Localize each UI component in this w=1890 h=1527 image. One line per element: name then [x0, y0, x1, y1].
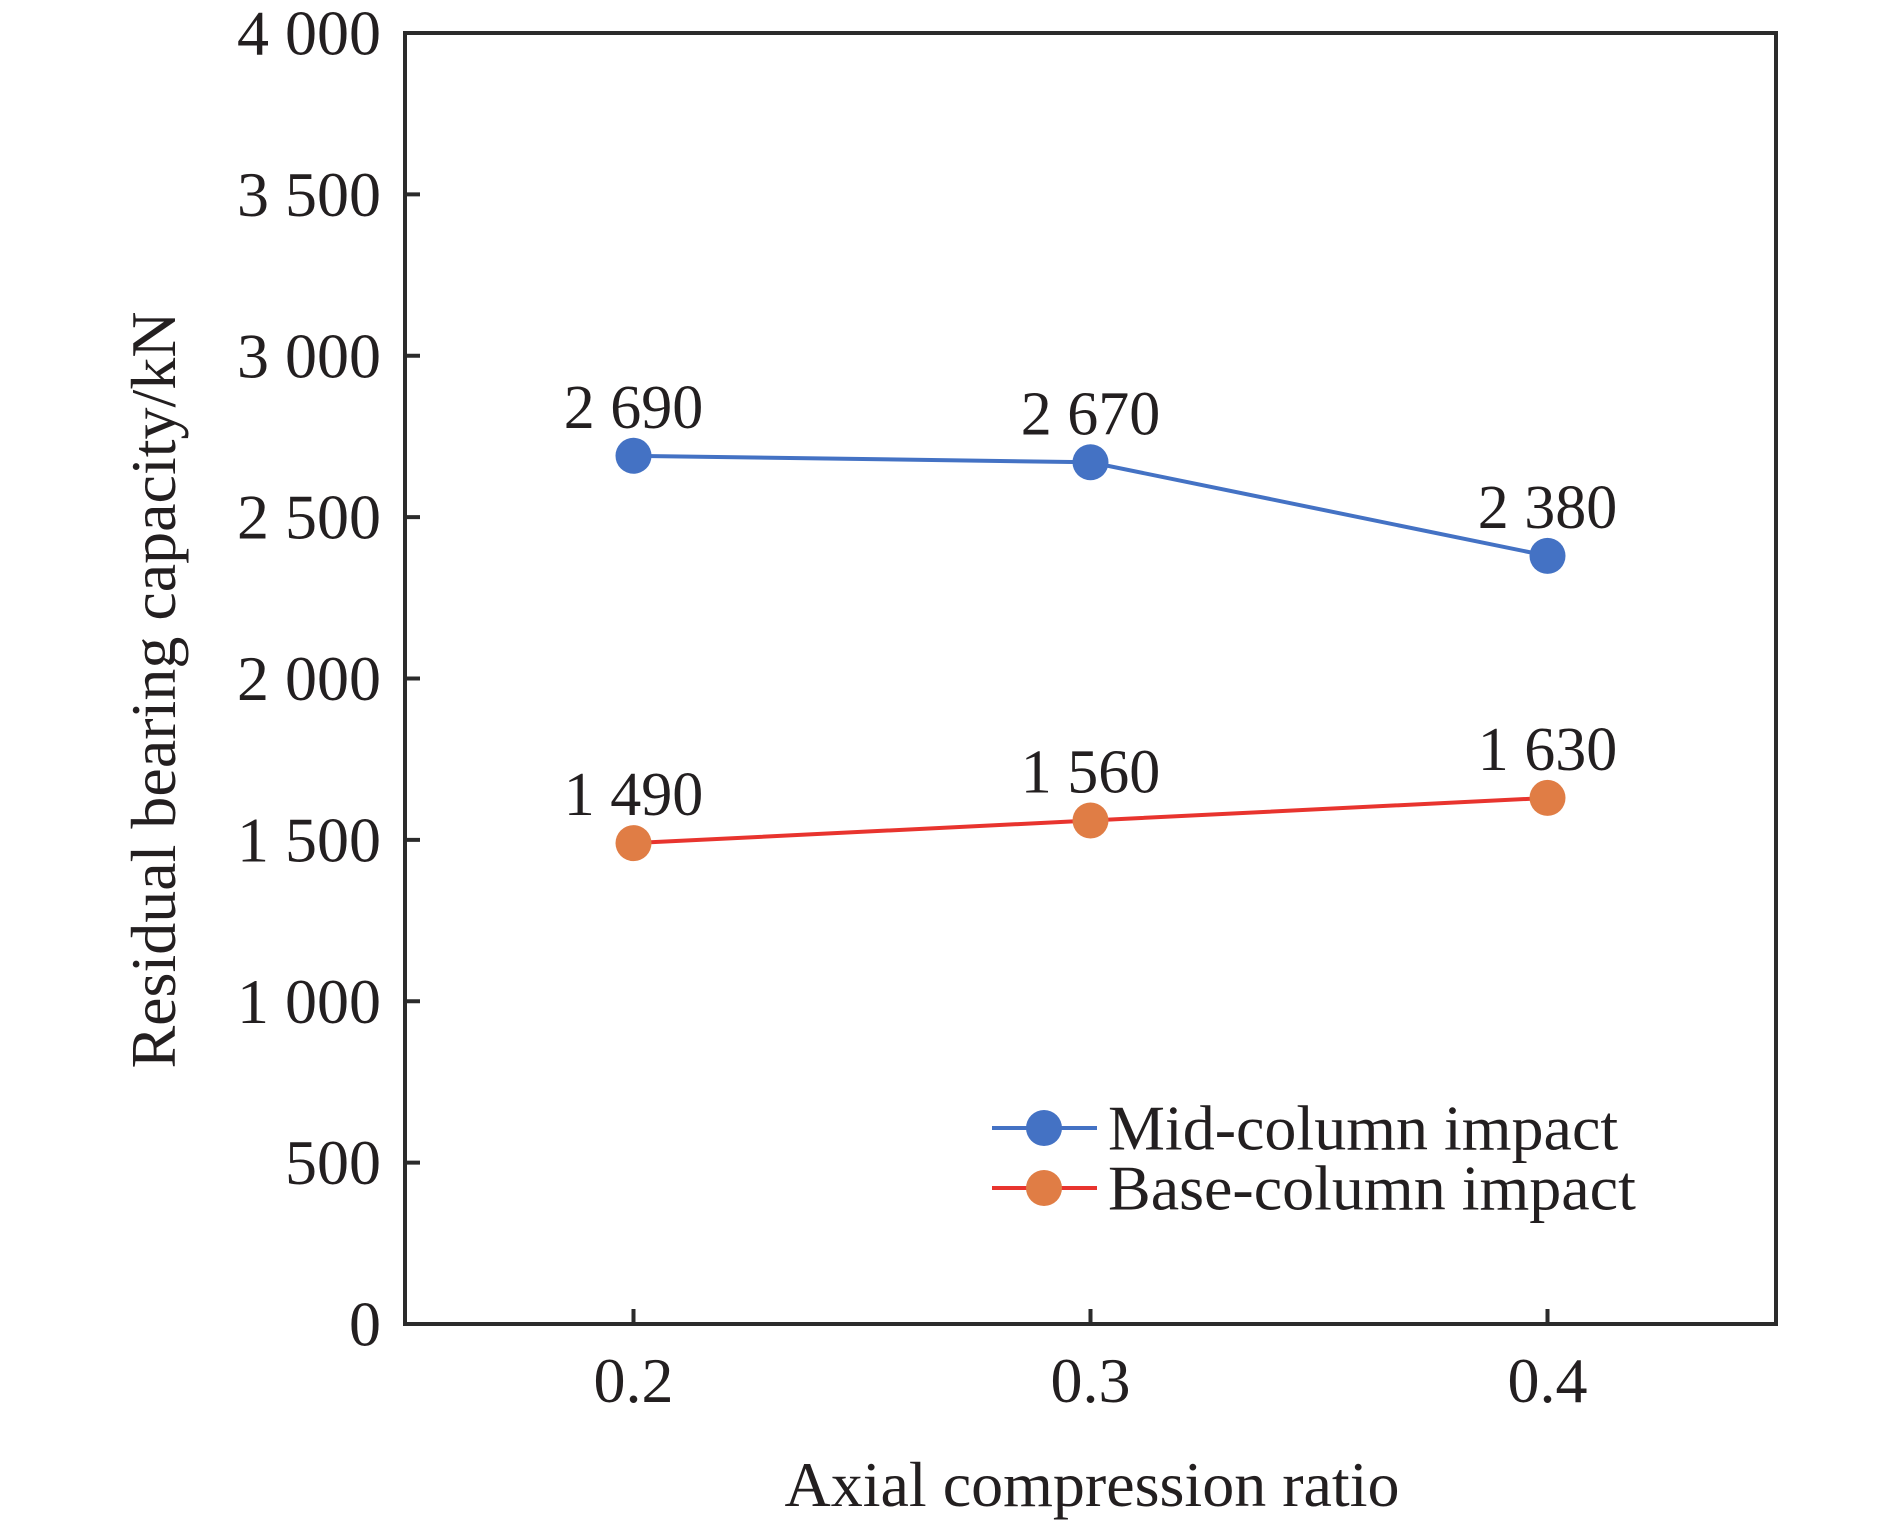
y-tick-label: 2 000	[237, 643, 381, 714]
data-point	[1529, 537, 1566, 574]
data-point	[615, 825, 652, 862]
legend-item: Mid-column impact	[992, 1093, 1618, 1164]
data-point	[1529, 779, 1566, 816]
data-label: 1 490	[564, 761, 704, 829]
data-label: 2 690	[564, 374, 704, 442]
y-tick-label: 4 000	[237, 0, 381, 69]
data-point	[1072, 444, 1109, 481]
y-tick-label: 3 000	[237, 320, 381, 391]
data-label: 2 380	[1478, 474, 1618, 542]
legend-label: Mid-column impact	[1108, 1093, 1618, 1164]
data-label: 1 630	[1478, 716, 1618, 784]
y-tick-label: 1 500	[237, 804, 381, 875]
y-tick-label: 2 500	[237, 482, 381, 553]
series-base-column-impact: 1 490 1 560 1 630	[564, 716, 1618, 862]
series-mid-column-impact: 2 690 2 670 2 380	[564, 374, 1618, 574]
data-point	[1072, 802, 1109, 839]
data-label: 1 560	[1021, 739, 1161, 807]
y-tick-label: 0	[349, 1289, 381, 1360]
y-tick-label: 1 000	[237, 966, 381, 1037]
y-tick-label: 3 500	[237, 159, 381, 230]
legend-marker	[1026, 1170, 1062, 1206]
x-tick-label: 0.3	[1051, 1345, 1131, 1416]
plot-series-layer: 2 690 2 670 2 380 1 490 1 560 1 630	[564, 374, 1618, 862]
x-tick-label: 0.4	[1508, 1345, 1588, 1416]
legend-label: Base-column impact	[1108, 1153, 1636, 1224]
data-label: 2 670	[1021, 380, 1161, 448]
x-axis: 0.2 0.3 0.4	[594, 1309, 1588, 1416]
x-axis-label: Axial compression ratio	[785, 1449, 1400, 1520]
y-tick-label: 500	[285, 1127, 381, 1198]
legend-marker	[1026, 1110, 1062, 1146]
x-tick-label: 0.2	[594, 1345, 674, 1416]
legend-item: Base-column impact	[992, 1153, 1636, 1224]
y-axis-label: Residual bearing capacity/kN	[118, 311, 189, 1068]
y-axis: 0 500 1 000 1 500 2 000 2 500 3 000 3 500 4 000	[237, 0, 420, 1360]
data-point	[615, 437, 652, 474]
